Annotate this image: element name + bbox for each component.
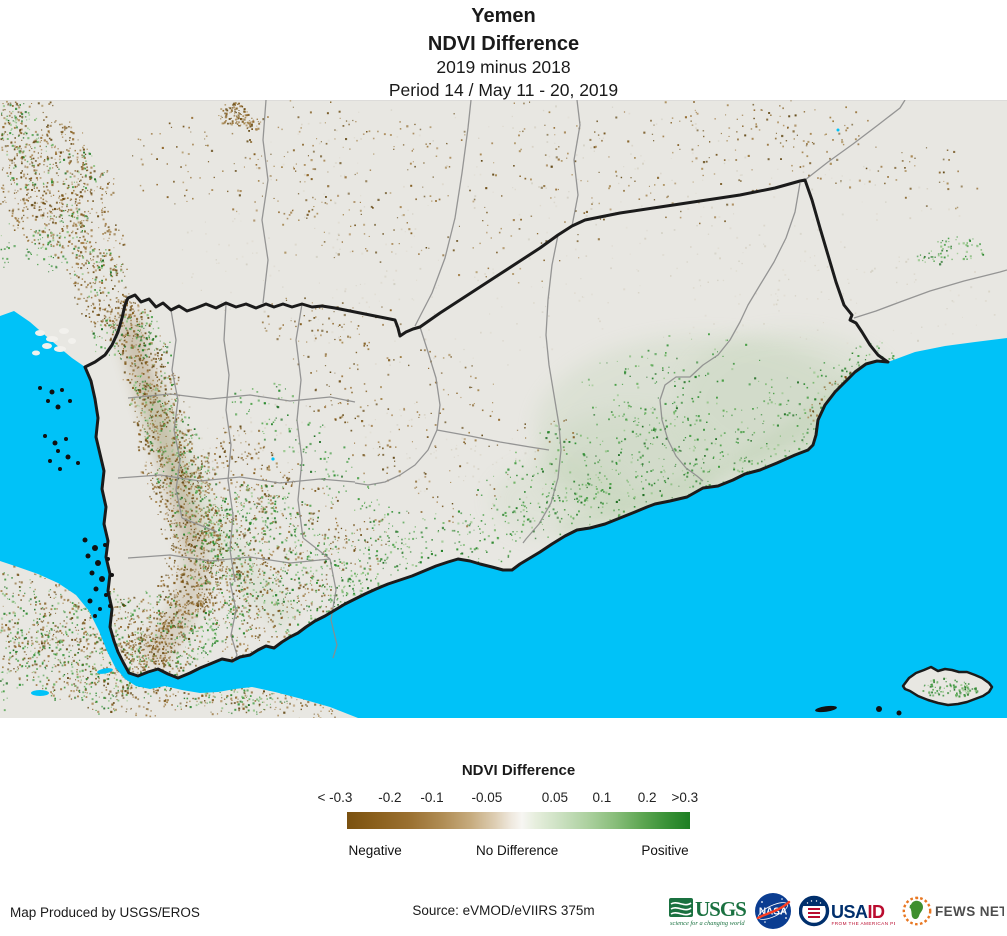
- title-comparison: 2019 minus 2018: [436, 57, 571, 77]
- title-product: NDVI Difference: [427, 33, 580, 55]
- usgs-logo: USGS science for a changing world: [669, 897, 747, 927]
- map-legend: NDVI Difference < -0.3 -0.2 -0.1 -0.05 0…: [318, 760, 699, 860]
- legend-tick: >0.3: [671, 790, 699, 805]
- produced-by-text: Map Produced by USGS/EROS: [10, 905, 200, 920]
- legend-tick: 0.2: [637, 790, 657, 805]
- admin-boundaries: [117, 100, 1007, 664]
- ndvi-difference-map: [0, 100, 1007, 718]
- islands: [32, 328, 994, 716]
- yemen-country-border: [83, 178, 890, 680]
- usaid-tagline: FROM THE AMERICAN PEOPLE: [832, 921, 896, 926]
- pale-islands: [32, 328, 76, 356]
- lakes: [31, 128, 840, 696]
- logo-row: USGS science for a changing world NASA: [669, 890, 1004, 932]
- map-top-border: [0, 100, 1007, 101]
- legend-tick: 0.05: [541, 790, 568, 805]
- gulf-islands: [815, 705, 902, 716]
- legend-tick: -0.05: [471, 790, 503, 805]
- source-text: Source: eVMOD/eVIIRS 375m: [412, 903, 595, 918]
- legend-tick: < -0.3: [317, 790, 353, 805]
- nasa-logo: NASA: [755, 893, 791, 929]
- usaid-wordmark: USAID: [831, 902, 885, 922]
- fews-net-wordmark: FEWS NET: [935, 904, 1004, 919]
- map-canvas: [0, 100, 1007, 718]
- fews-net-logo: FEWS NET: [902, 896, 1004, 926]
- legend-tick: -0.1: [420, 790, 444, 805]
- usgs-wordmark: USGS: [695, 897, 746, 921]
- title-period: Period 14 / May 11 - 20, 2019: [388, 80, 619, 100]
- usaid-logo: USAID FROM THE AMERICAN PEOPLE: [799, 895, 896, 927]
- legend-category-negative: Negative: [348, 843, 402, 858]
- legend-category-positive: Positive: [641, 843, 689, 858]
- ndvi-speckle-layer: [0, 100, 996, 718]
- legend-gradient-bar: [347, 812, 690, 829]
- legend-tick: 0.1: [592, 790, 612, 805]
- legend-category-nodiff: No Difference: [475, 843, 559, 858]
- title-country: Yemen: [471, 5, 536, 27]
- red-sea-islands: [38, 386, 114, 618]
- socotra-speckles: [922, 677, 979, 698]
- sea: [0, 311, 1007, 718]
- footer: Map Produced by USGS/EROS Source: eVMOD/…: [0, 886, 1007, 936]
- legend-title: NDVI Difference: [461, 762, 576, 779]
- usgs-tagline: science for a changing world: [670, 920, 745, 927]
- legend-tick: -0.2: [378, 790, 402, 805]
